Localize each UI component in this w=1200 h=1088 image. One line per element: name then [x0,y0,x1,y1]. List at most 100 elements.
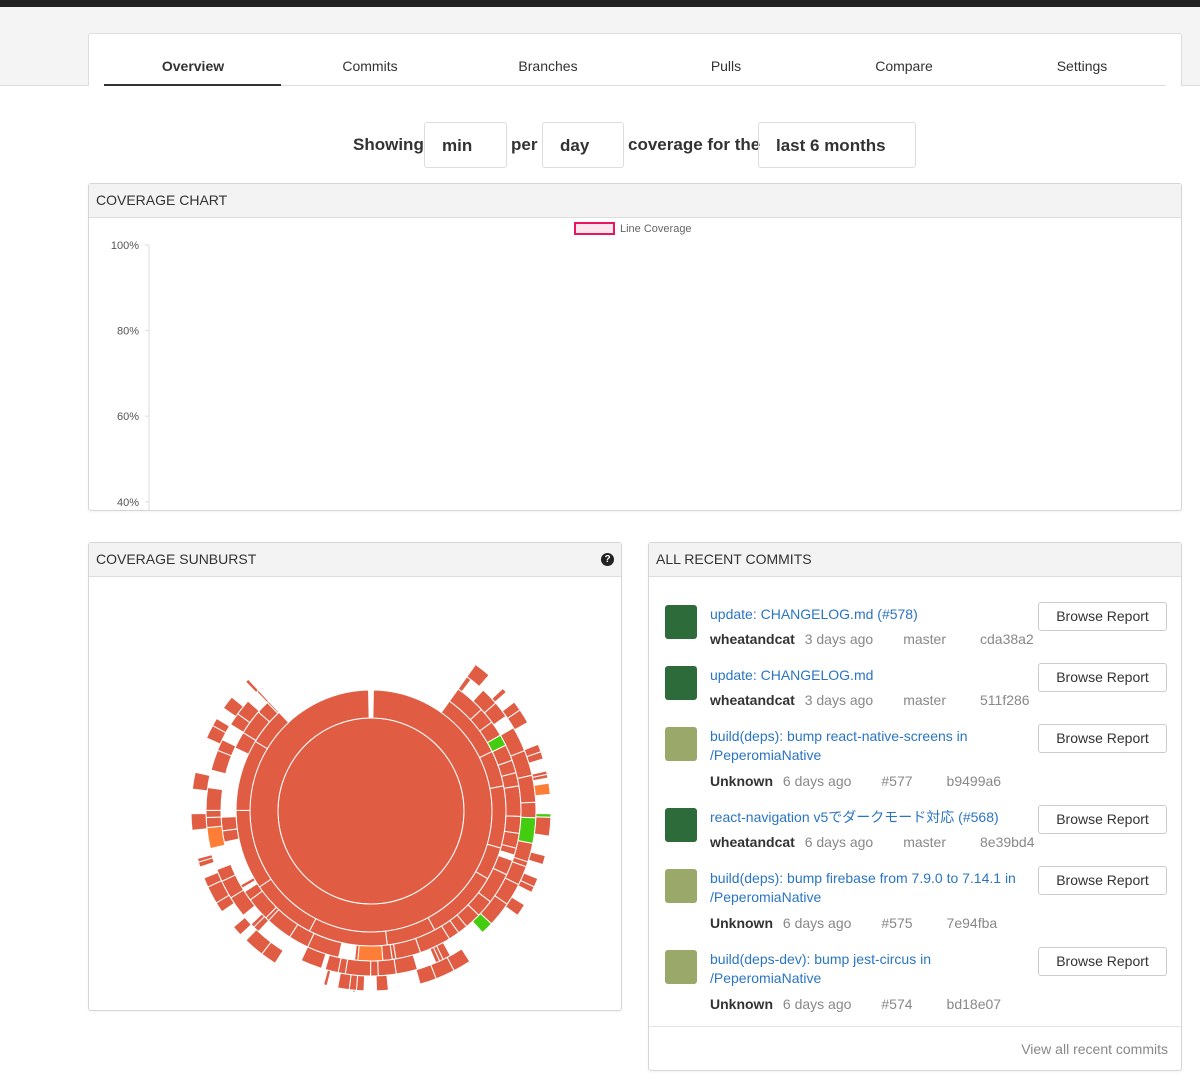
sunburst-segment [196,853,214,863]
sha: bd18e07 [946,996,1002,1012]
sunburst-segment [322,969,332,987]
sunburst-segment [506,709,529,731]
commit-meta: wheatandcat 3 days ago master cda38a2 [710,631,1034,647]
avatar [665,605,697,639]
sunburst-segment [206,825,226,850]
top-bar [0,0,1200,7]
commit-title[interactable]: build(deps-dev): bump jest-circus in /Pe… [710,951,931,986]
legend-swatch [574,222,615,235]
ref: master [903,834,946,850]
tab[interactable]: Compare [875,58,933,74]
commit-meta: wheatandcat 6 days ago master 8e39bd4 [710,834,1035,850]
panel-header: COVERAGE CHART [89,184,1181,218]
commit-title[interactable]: react-navigation v5でダークモード対応 (#568) [710,809,999,825]
commit-title[interactable]: update: CHANGELOG.md (#578) [710,606,918,622]
tab[interactable]: Pulls [710,58,742,74]
sunburst-segment [415,964,437,985]
view-all-link[interactable]: View all recent commits [1021,1041,1168,1057]
commit-meta: Unknown 6 days ago #574 bd18e07 [710,996,1001,1012]
sunburst-segment [245,928,272,955]
sunburst-segment [504,896,526,917]
panel-title: COVERAGE SUNBURST [96,551,257,567]
commit-title[interactable]: update: CHANGELOG.md [710,667,874,683]
sunburst-segment [520,801,537,819]
avatar [665,666,697,700]
tab[interactable]: Settings [1056,58,1108,74]
browse-report-button[interactable]: Browse Report [1038,805,1167,834]
label: per [511,135,538,154]
sunburst-segment [324,954,342,974]
author: Unknown [710,773,773,789]
sunburst-segment [381,944,393,962]
avatar [665,869,697,903]
sunburst-segment [211,717,231,734]
y-tick-label: 80% [117,326,139,338]
commit-title[interactable]: build(deps): bump react-native-screens i… [710,728,968,763]
sunburst-segment [517,816,537,845]
sunburst-segment [377,958,397,977]
y-tick-label: 100% [111,240,139,252]
tab-divider [104,85,1166,86]
browse-report-button[interactable]: Browse Report [1038,663,1167,692]
sunburst-segment [344,958,372,977]
sunburst-segment [232,916,253,936]
chart: 0%20%40%60%80%100%Line Coverage [111,222,692,510]
sunburst-segment [503,785,522,818]
sunburst-segment [471,912,493,934]
browse-report-button[interactable]: Browse Report [1038,602,1167,631]
sunburst-segment [256,689,270,704]
ref: #574 [881,996,913,1012]
label: Showing [353,135,424,154]
time: 3 days ago [804,692,874,708]
help-icon[interactable]: ? [601,553,614,566]
ref: #575 [881,915,913,931]
active-tab-underline [104,84,281,86]
time: 6 days ago [804,834,874,850]
sunburst-segment [216,739,237,757]
sunburst-segment [533,816,552,837]
sunburst-segment [527,851,546,866]
sha: b9499a6 [946,773,1002,789]
author: wheatandcat [710,631,795,647]
panel-header: ALL RECENT COMMITS [649,543,1181,577]
tab[interactable]: Commits [342,58,398,74]
sunburst-segment [250,913,266,928]
ref: master [903,631,946,647]
author: Unknown [710,915,773,931]
sunburst-segment [375,974,389,992]
commits-panel: ALL RECENT COMMITS View all recent commi… [648,542,1182,1071]
time: 3 days ago [804,631,874,647]
sunburst: / [190,663,552,995]
sunburst-segment [205,816,223,829]
sunburst-segment [203,871,223,888]
sha: 8e39bd4 [980,834,1035,850]
browse-report-button[interactable]: Browse Report [1038,724,1167,753]
label: coverage for the [628,135,761,154]
sunburst-segment [354,944,360,961]
commit-title[interactable]: build(deps): bump firebase from 7.9.0 to… [710,870,1016,905]
coverage-chart-panel: COVERAGE CHART 0%20%40%60%80%100%Line Co… [88,183,1182,511]
sunburst-segment [370,960,379,977]
avatar [665,727,697,761]
sunburst-segment [491,687,507,703]
sha: 511f286 [980,692,1030,708]
select-min[interactable]: min [424,122,507,168]
browse-report-button[interactable]: Browse Report [1038,866,1167,895]
select-period[interactable]: last 6 months [758,122,916,168]
browse-report-button[interactable]: Browse Report [1038,947,1167,976]
sunburst-segment [222,696,244,718]
author: wheatandcat [710,834,795,850]
commit-meta: wheatandcat 3 days ago master 511f286 [710,692,1030,708]
sunburst-segment [220,816,238,832]
tab[interactable]: Branches [518,58,578,74]
author: wheatandcat [710,692,795,708]
tab[interactable]: Overview [161,58,225,74]
avatar [665,808,697,842]
sunburst-segment [503,815,522,835]
time: 6 days ago [782,773,852,789]
select-day[interactable]: day [542,122,624,168]
commit-meta: Unknown 6 days ago #577 b9499a6 [710,773,1001,789]
sunburst-segment [205,786,224,811]
